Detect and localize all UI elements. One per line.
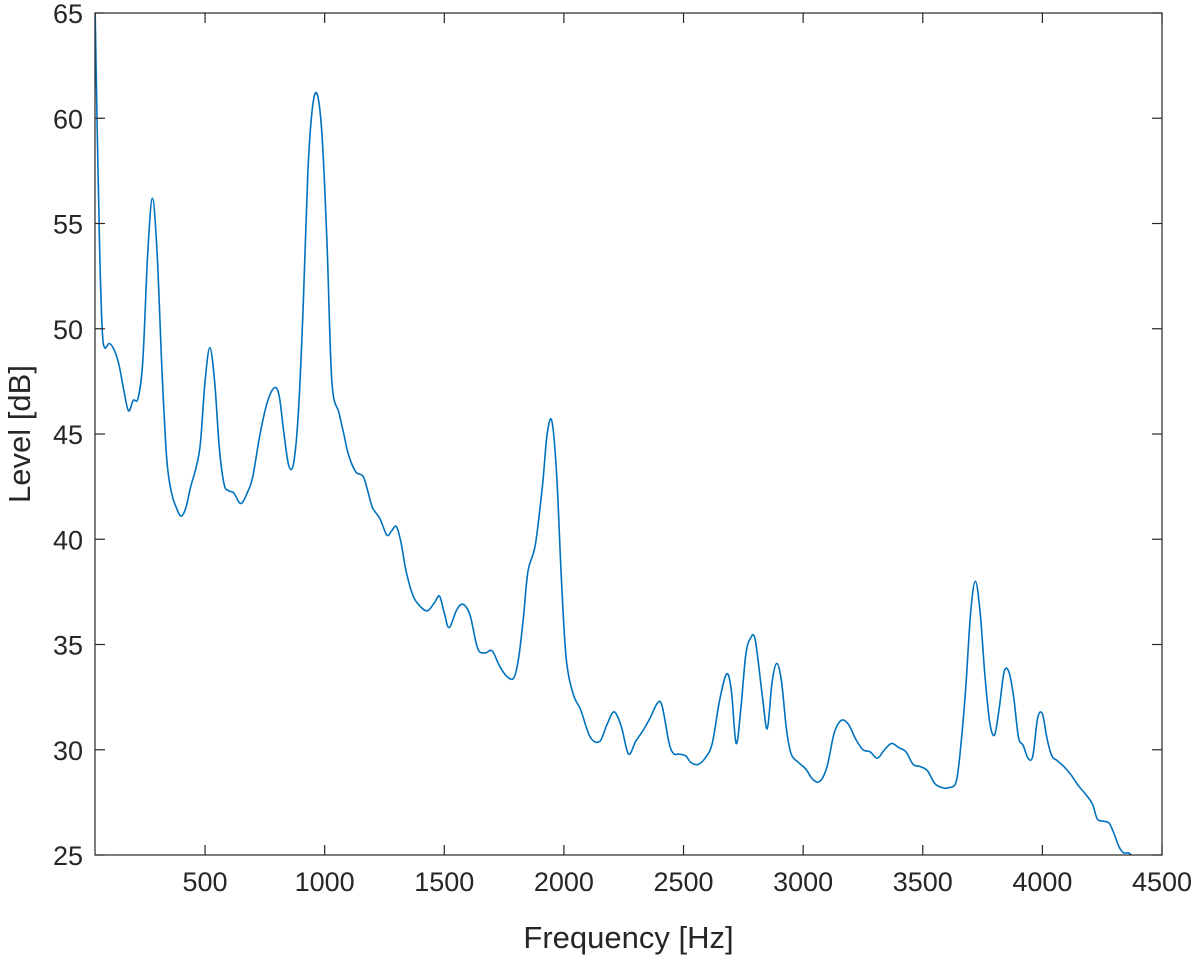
- x-tick-label: 3500: [893, 867, 953, 897]
- y-tick-label: 50: [53, 315, 83, 345]
- y-tick-label: 40: [53, 525, 83, 555]
- y-tick-label: 45: [53, 420, 83, 450]
- y-axis-title: Level [dB]: [2, 365, 37, 503]
- data-layer: [95, 13, 1133, 855]
- x-axis-title: Frequency [Hz]: [523, 920, 733, 955]
- series-line-0: [95, 13, 1133, 855]
- x-tick-label: 4000: [1012, 867, 1072, 897]
- x-tick-label: 4500: [1132, 867, 1192, 897]
- x-tick-label: 2000: [534, 867, 594, 897]
- plot-area-background: [95, 13, 1162, 855]
- y-tick-label: 60: [53, 104, 83, 134]
- axis-ticks: 500 1000 1500 2000 2500 3000 3500 4000 4500 25 30 3…: [53, 0, 1192, 897]
- x-tick-label: 500: [183, 867, 228, 897]
- y-tick-label: 35: [53, 631, 83, 661]
- x-tick-label: 1500: [414, 867, 474, 897]
- x-tick-label: 3000: [773, 867, 833, 897]
- x-tick-label: 2500: [653, 867, 713, 897]
- y-tick-label: 30: [53, 736, 83, 766]
- y-tick-label: 55: [53, 210, 83, 240]
- y-tick-label: 25: [53, 841, 83, 871]
- y-tick-label: 65: [53, 0, 83, 29]
- x-tick-label: 1000: [295, 867, 355, 897]
